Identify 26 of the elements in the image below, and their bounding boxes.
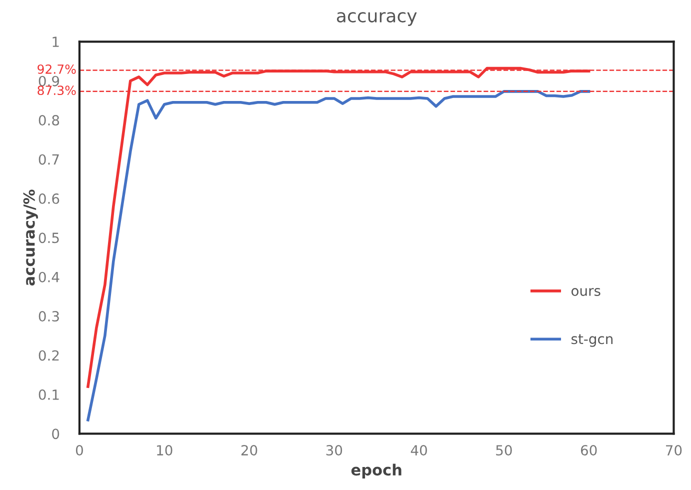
x-tick-label: 70 [666, 445, 682, 456]
ref-line-label: 92.7% [38, 64, 76, 74]
x-tick-label: 60 [580, 445, 597, 456]
y-tick-label: 0.7 [38, 154, 59, 165]
y-tick-label: 0.3 [38, 311, 59, 322]
y-axis-title: accuracy/% [23, 190, 38, 286]
legend-label: ours [572, 288, 600, 296]
x-tick-label: 0 [76, 445, 83, 456]
ref-line-label: 87.3% [38, 86, 76, 96]
x-tick-label: 30 [326, 445, 342, 456]
x-axis-title: epoch [351, 464, 402, 479]
y-tick-label: 0.5 [38, 232, 59, 244]
x-tick-label: 10 [157, 445, 172, 456]
legend-label: st-gcn [571, 334, 613, 347]
x-tick-label: 50 [496, 445, 512, 456]
chart-title: accuracy [336, 12, 417, 26]
y-tick-label: 0.4 [38, 272, 60, 282]
y-tick-label: 0 [52, 428, 60, 440]
y-tick-label: 1 [52, 36, 59, 47]
y-tick-label: 0.6 [38, 193, 60, 204]
y-tick-label: 0.1 [38, 389, 59, 400]
x-tick-label: 20 [241, 445, 258, 456]
y-tick-label: 0.8 [38, 115, 60, 126]
y-tick-label: 0.9 [38, 76, 60, 86]
x-tick-label: 40 [410, 445, 427, 456]
y-tick-label: 0.2 [38, 350, 59, 361]
